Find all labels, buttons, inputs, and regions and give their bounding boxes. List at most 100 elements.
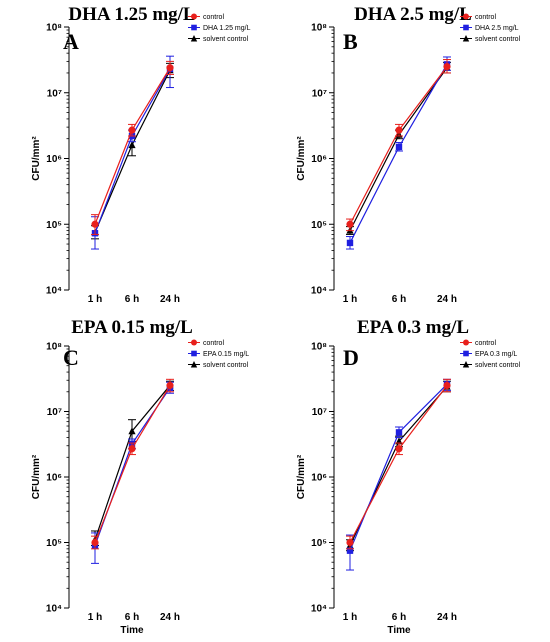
data-point <box>395 126 403 134</box>
series-control <box>346 378 451 550</box>
legend-label: EPA 0.15 mg/L <box>203 351 249 358</box>
x-tick-label: 6 h <box>125 612 139 623</box>
series-solvent-control <box>346 380 451 552</box>
y-tick-label: 10⁶ <box>311 473 327 484</box>
legend-label: control <box>203 14 224 21</box>
legend-marker <box>191 13 197 20</box>
series-line <box>349 385 448 543</box>
x-tick-label: 6 h <box>392 294 406 305</box>
y-axis-label: CFU/mm² <box>296 136 307 181</box>
series-epa-0-15-mg-l <box>91 381 174 564</box>
y-axis-label: CFU/mm² <box>31 136 42 181</box>
y-tick-label: 10⁷ <box>312 88 327 99</box>
legend-label: solvent control <box>475 36 521 43</box>
y-tick-label: 10⁷ <box>47 407 62 418</box>
x-tick-label: 1 h <box>88 294 102 305</box>
series-line <box>349 64 448 244</box>
legend-label: solvent control <box>203 36 249 43</box>
data-point <box>91 538 99 547</box>
legend: control EPA 0.3 mg/L solvent control <box>460 339 521 369</box>
y-tick-label: 10⁸ <box>311 342 327 353</box>
y-tick-label: 10⁴ <box>46 604 62 615</box>
y-tick-label: 10⁷ <box>312 407 327 418</box>
y-tick-label: 10⁷ <box>47 88 62 99</box>
data-point <box>443 381 451 390</box>
y-axis-label: CFU/mm² <box>31 454 42 499</box>
legend-marker <box>191 24 197 31</box>
chart-title: DHA 2.5 mg/L <box>354 4 472 25</box>
legend-label: DHA 2.5 mg/L <box>475 25 519 32</box>
chart-title: DHA 1.25 mg/L <box>68 4 195 25</box>
chart-title: EPA 0.3 mg/L <box>357 317 469 338</box>
series-line <box>94 387 171 546</box>
series-line <box>349 386 448 546</box>
x-tick-label: 24 h <box>160 612 180 623</box>
chart-panel-b: DHA 2.5 mg/L B 10⁴ 10⁵ 10⁶ 10⁷ 10⁸ CFU/mm² 1 h 6 … <box>296 4 521 305</box>
series-line <box>94 385 171 540</box>
data-point <box>128 126 136 134</box>
data-point <box>128 427 136 435</box>
data-point <box>443 62 451 71</box>
y-tick-label: 10⁶ <box>311 154 327 165</box>
data-point <box>128 141 136 149</box>
chart-panel-a: DHA 1.25 mg/L A 10⁴ 10⁵ 10⁶ 10⁷ 10⁸ CFU/mm² 1 h 6… <box>31 4 251 305</box>
data-point <box>91 220 99 228</box>
y-tick-label: 10⁸ <box>311 23 327 34</box>
data-point <box>346 239 354 247</box>
y-tick-label: 10⁵ <box>311 220 327 231</box>
data-point <box>395 143 403 151</box>
legend-label: DHA 1.25 mg/L <box>203 25 251 32</box>
y-tick-label: 10⁸ <box>46 342 62 353</box>
chart-panel-d: EPA 0.3 mg/L D 10⁴ 10⁵ 10⁶ 10⁷ 10⁸ CFU/mm² 1 h 6 … <box>296 317 521 636</box>
data-point <box>346 547 354 554</box>
x-tick-label: 24 h <box>437 294 457 305</box>
series-line <box>94 385 171 543</box>
x-tick-label: 1 h <box>343 612 357 623</box>
data-point <box>128 445 136 453</box>
legend-marker <box>190 35 198 42</box>
x-tick-label: 1 h <box>343 294 357 305</box>
y-tick-label: 10⁶ <box>46 473 62 484</box>
legend: control EPA 0.15 mg/L solvent control <box>188 339 249 369</box>
legend-label: control <box>475 14 496 21</box>
data-point <box>346 220 354 228</box>
data-point <box>395 429 403 436</box>
legend-label: control <box>475 340 496 347</box>
data-point <box>395 445 403 453</box>
series-control <box>91 378 174 550</box>
y-tick-label: 10⁴ <box>311 286 327 297</box>
y-tick-label: 10⁴ <box>46 286 62 297</box>
data-point <box>166 381 174 390</box>
legend-marker <box>463 350 469 357</box>
panel-label: C <box>63 345 79 370</box>
y-tick-label: 10⁴ <box>311 604 327 615</box>
legend-marker <box>462 361 470 368</box>
chart-title: EPA 0.15 mg/L <box>71 317 193 338</box>
y-tick-label: 10⁵ <box>46 538 62 549</box>
legend-label: solvent control <box>475 362 521 369</box>
legend-marker <box>463 13 469 20</box>
legend-marker <box>463 339 469 346</box>
chart-panel-c: EPA 0.15 mg/L C 10⁴ 10⁵ 10⁶ 10⁷ 10⁸ CFU/mm² 1 h 6… <box>31 317 249 636</box>
legend-marker <box>191 350 197 357</box>
legend-label: EPA 0.3 mg/L <box>475 351 517 358</box>
legend: control DHA 1.25 mg/L solvent control <box>188 13 251 43</box>
y-tick-label: 10⁵ <box>311 538 327 549</box>
panel-label: D <box>343 345 359 370</box>
x-tick-label: 1 h <box>88 612 102 623</box>
series-control <box>346 59 451 232</box>
data-point <box>346 538 354 547</box>
panel-label: A <box>63 29 79 54</box>
x-tick-label: 6 h <box>125 294 139 305</box>
legend-marker <box>462 35 470 42</box>
series-line <box>349 383 448 551</box>
legend-marker <box>191 339 197 346</box>
y-tick-label: 10⁸ <box>46 23 62 34</box>
legend-label: control <box>203 340 224 347</box>
series-control <box>91 60 174 235</box>
y-axis-label: CFU/mm² <box>296 454 307 499</box>
legend-marker <box>190 361 198 368</box>
x-tick-label: 24 h <box>160 294 180 305</box>
x-axis-label: Time <box>387 625 411 636</box>
